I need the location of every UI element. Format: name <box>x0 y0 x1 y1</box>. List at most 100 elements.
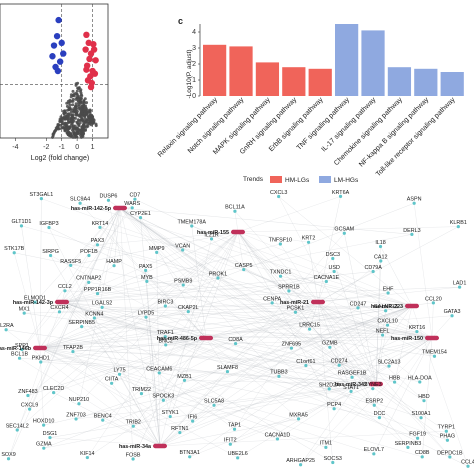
gene-node <box>144 315 148 319</box>
network-edge <box>422 337 433 457</box>
gene-node <box>379 259 383 263</box>
volcano-ns-point <box>71 103 75 107</box>
gene-label: USD <box>328 265 339 271</box>
gene-label: CXCL3 <box>270 190 287 196</box>
network-edge <box>39 336 166 349</box>
network-edge <box>145 270 207 339</box>
gene-node <box>386 291 390 295</box>
mirna-hub-label: has-miR-146b <box>0 346 32 352</box>
network-edge <box>317 301 435 357</box>
bar-0 <box>203 44 227 96</box>
bar-y-tick-label: 4 <box>192 29 196 36</box>
gene-label: SPP1 <box>15 343 29 349</box>
gene-node <box>157 371 161 375</box>
volcano-ns-point <box>55 125 59 129</box>
gene-label: CYP2E1 <box>130 211 151 217</box>
network-edge <box>21 225 433 339</box>
gene-label: CENPA <box>263 296 282 302</box>
gene-label: TXNDC1 <box>270 270 292 276</box>
gene-label: SLC5A8 <box>204 399 224 405</box>
gene-node <box>101 418 105 422</box>
network-edge <box>156 252 377 385</box>
network-edge <box>237 231 310 330</box>
gene-label: STYK1 <box>162 410 179 416</box>
volcano-ns-point <box>76 131 80 135</box>
gene-label: SPRR1B <box>278 284 300 290</box>
mirna-hub-label: has-miR-142-3p <box>13 300 54 306</box>
gene-node <box>296 417 301 421</box>
network-edge <box>39 347 326 448</box>
network-edge <box>230 383 377 445</box>
gene-node <box>22 311 26 315</box>
network-edge <box>205 337 292 349</box>
gene-node <box>117 372 122 376</box>
mirna-hub-label: has-miR-21 <box>280 300 309 306</box>
network-edge <box>35 207 121 303</box>
volcano-ns-point <box>51 135 55 139</box>
network-edge <box>375 383 447 432</box>
network-edge <box>111 337 207 384</box>
gene-label: LYPD5 <box>138 311 155 317</box>
network-edge <box>119 207 418 439</box>
volcano-down-point <box>53 32 61 40</box>
network-edge <box>179 337 433 433</box>
volcano-ns-point <box>91 117 95 121</box>
gene-label: LGALS2 <box>92 301 112 307</box>
network-edge <box>234 301 319 430</box>
network-edge <box>79 203 207 339</box>
gene-label: SH2D2A <box>319 382 340 388</box>
gene-label: TRAF1 <box>157 330 174 336</box>
network-edge <box>119 207 134 460</box>
network-edge <box>53 337 207 393</box>
gene-node <box>163 304 167 308</box>
gene-label: DCC <box>374 411 386 417</box>
network-nodes <box>4 194 470 468</box>
gene-label: LY75 <box>113 368 125 374</box>
gene-node <box>372 403 376 407</box>
mirna-hub-label: has-miR-155 <box>197 230 229 236</box>
volcano-ns-point <box>82 100 86 104</box>
gene-node <box>420 455 424 459</box>
network-edge <box>300 305 413 465</box>
network-edge <box>50 255 207 339</box>
network-edge <box>317 286 460 303</box>
network-edge <box>431 315 453 339</box>
volcano-x-tick-label: 0 <box>75 144 79 151</box>
gene-label: CACNA1D <box>265 432 291 438</box>
gene-label: SLC9A4 <box>70 197 90 203</box>
network-edge <box>291 305 413 349</box>
network-edge <box>165 337 207 346</box>
gene-node <box>332 407 336 411</box>
network-edge <box>59 301 319 312</box>
network-edge <box>17 207 121 431</box>
volcano-ns-point <box>77 95 81 99</box>
gene-label: GALNT13 <box>374 304 398 310</box>
network-edge <box>414 203 433 339</box>
volcano-x-tick-label: -1 <box>59 144 65 151</box>
mirna-hub-label: has-miR-223 <box>371 304 403 310</box>
gene-node <box>168 414 172 419</box>
gene-node <box>275 437 280 441</box>
legend-swatch-lm-hgs <box>319 176 331 183</box>
gene-node <box>233 342 238 346</box>
gene-node <box>20 347 24 352</box>
gene-node <box>278 242 282 246</box>
gene-node <box>324 445 328 449</box>
gene-node <box>242 267 246 272</box>
volcano-ns-point <box>84 120 88 124</box>
network-edge <box>237 231 309 243</box>
gene-label: KLRB1 <box>450 220 467 226</box>
network-edge <box>76 383 377 420</box>
gene-node <box>4 328 8 332</box>
network-edge <box>134 199 433 339</box>
volcano-ns-point <box>75 96 79 100</box>
network-edge <box>78 231 239 404</box>
mirna-hub <box>55 299 69 305</box>
gene-label: CD247 <box>350 301 367 307</box>
gene-label: STAT1 <box>343 385 359 391</box>
network-edge <box>39 347 423 457</box>
gene-label: STK17B <box>4 246 24 252</box>
gene-node <box>209 237 214 241</box>
network-edge <box>29 231 239 410</box>
network-edge <box>191 225 207 339</box>
